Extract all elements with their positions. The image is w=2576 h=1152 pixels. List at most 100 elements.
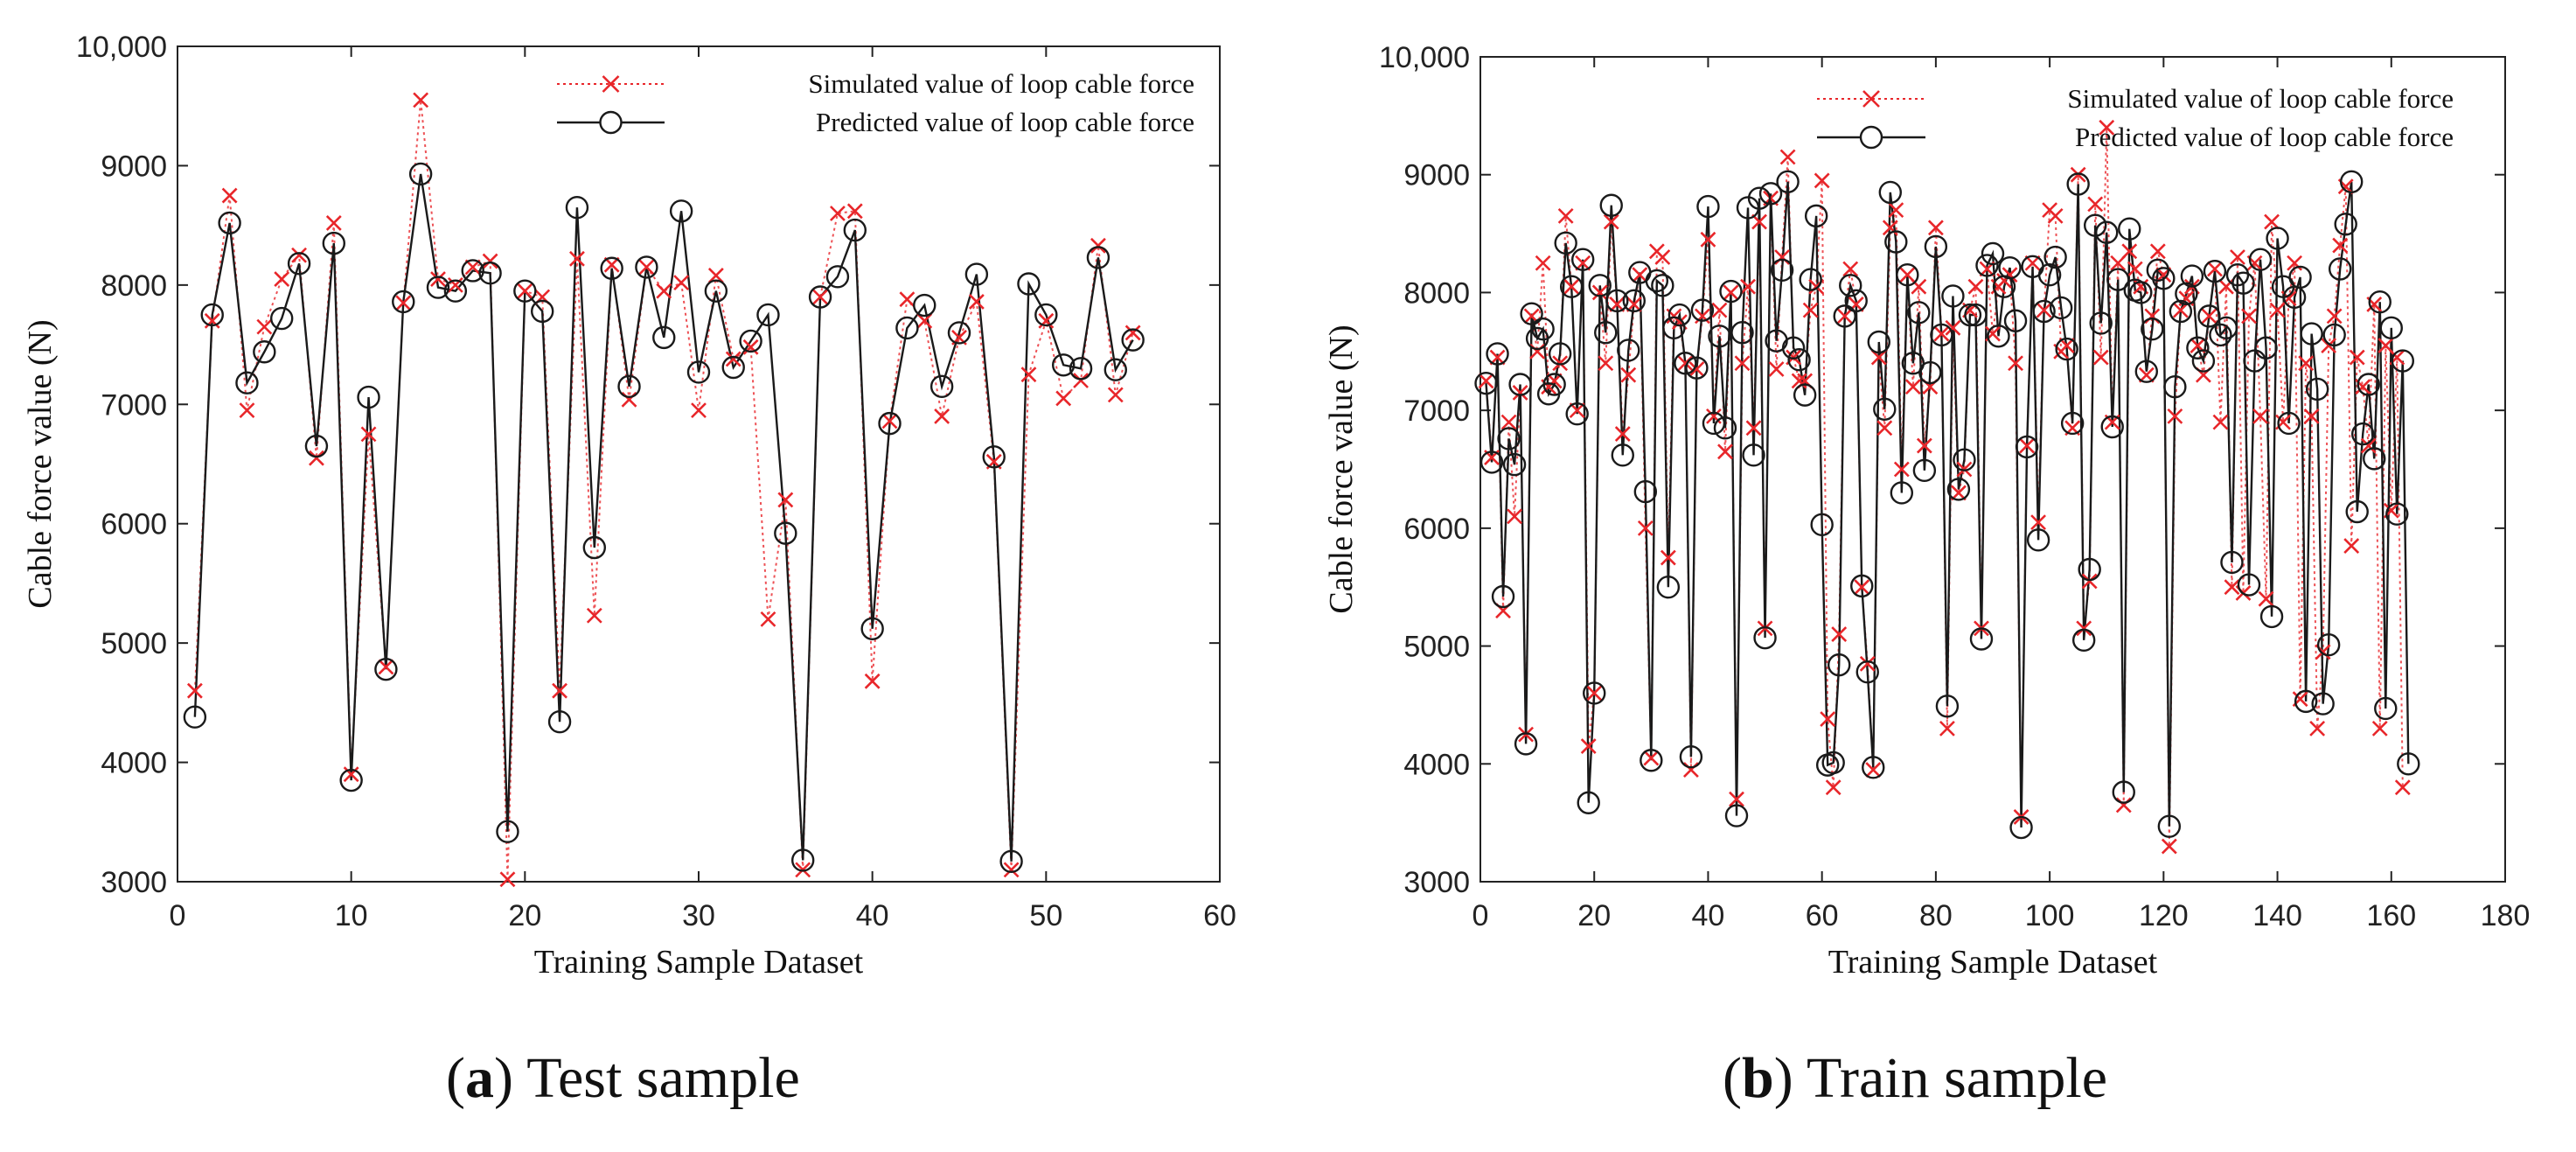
predicted-point: [443, 279, 468, 303]
predicted-point: [1855, 660, 1879, 684]
predicted-point: [669, 199, 693, 223]
x-axis-label: Training Sample Dataset: [1828, 944, 2158, 981]
predicted-point: [1656, 576, 1681, 599]
predicted-point: [1758, 182, 1783, 206]
x-tick-label: 180: [2481, 899, 2531, 932]
predicted-point: [374, 657, 398, 681]
predicted-point: [1958, 303, 1982, 327]
simulated-point: [2326, 308, 2343, 325]
caption-letter: b: [1741, 1046, 1774, 1110]
predicted-point: [1570, 248, 1595, 271]
simulated-point: [1626, 296, 1642, 312]
predicted-point: [339, 768, 363, 792]
simulated-point: [413, 92, 429, 108]
predicted-point: [1520, 302, 1543, 325]
y-tick-label: 6000: [101, 508, 167, 541]
predicted-point: [2089, 311, 2113, 335]
predicted-point: [1747, 186, 1772, 210]
predicted-point: [582, 535, 606, 560]
simulated-point: [1927, 220, 1944, 236]
simulated-point: [1831, 626, 1848, 643]
predicted-point: [2009, 815, 2033, 840]
predicted-point: [1611, 443, 1634, 467]
predicted-point: [2334, 213, 2357, 236]
predicted-point: [1969, 627, 1994, 651]
predicted-point: [2305, 377, 2329, 401]
predicted-point: [1086, 246, 1110, 269]
predicted-point: [2351, 422, 2375, 446]
simulated-point: [899, 291, 916, 308]
simulated-point: [1729, 791, 1744, 807]
predicted-point: [461, 259, 484, 283]
predicted-point: [2254, 336, 2278, 360]
predicted-point: [408, 162, 433, 186]
simulated-point: [2201, 308, 2217, 325]
simulated-point: [2030, 514, 2047, 531]
simulated-point: [1802, 302, 1819, 318]
predicted-point: [1069, 357, 1093, 381]
predicted-point: [1998, 255, 2022, 280]
simulated-point: [1740, 278, 1756, 295]
predicted-point: [2363, 447, 2386, 471]
y-tick-label: 8000: [101, 269, 167, 303]
predicted-point: [739, 329, 762, 353]
predicted-point: [1781, 336, 1806, 360]
series-predicted-line: [193, 173, 1134, 862]
predicted-point: [1776, 170, 1800, 193]
predicted-point: [2237, 573, 2261, 597]
predicted-point: [1651, 274, 1674, 297]
x-tick-label: 60: [1203, 899, 1236, 932]
simulated-point: [1073, 373, 1089, 388]
simulated-point: [1575, 255, 1591, 271]
predicted-point: [2191, 349, 2216, 373]
predicted-point: [2106, 268, 2130, 291]
simulated-point: [2349, 349, 2365, 366]
legend-predicted-marker: [599, 110, 623, 135]
simulated-point: [1688, 361, 1705, 377]
predicted-point: [1599, 193, 1623, 217]
simulated-point: [968, 294, 985, 310]
predicted-point: [2322, 323, 2346, 347]
predicted-point: [1941, 284, 1965, 308]
simulated-point: [2024, 255, 2041, 271]
simulated-point: [2332, 237, 2349, 254]
predicted-point: [2157, 814, 2182, 838]
predicted-point: [2316, 633, 2341, 657]
simulated-point: [1500, 414, 1517, 430]
predicted-point: [1987, 325, 2010, 348]
predicted-point: [2175, 282, 2198, 305]
predicted-point: [843, 218, 867, 242]
predicted-point: [2129, 281, 2153, 304]
predicted-point: [2243, 349, 2266, 373]
predicted-point: [1724, 804, 1749, 827]
simulated-point: [1489, 349, 1506, 366]
simulated-point: [1700, 231, 1716, 248]
predicted-point: [1696, 194, 1720, 219]
predicted-point: [878, 411, 902, 436]
simulated-point: [586, 607, 602, 624]
caption-text: Test sample: [526, 1046, 800, 1110]
x-tick-label: 10: [335, 899, 368, 932]
predicted-point: [1862, 756, 1885, 779]
simulated-point: [1580, 738, 1597, 754]
predicted-point: [2083, 213, 2107, 237]
caption-text: Train sample: [1807, 1046, 2108, 1110]
simulated-point: [2252, 408, 2268, 424]
simulated-point: [846, 203, 863, 220]
simulated-point: [2076, 620, 2092, 637]
predicted-point: [1804, 204, 1828, 228]
simulated-point: [2167, 408, 2183, 424]
predicted-point: [1542, 373, 1566, 396]
predicted-point: [1034, 303, 1058, 327]
simulated-point: [1842, 261, 1859, 277]
predicted-point: [913, 293, 936, 318]
simulated-point: [2081, 573, 2098, 590]
predicted-point: [2049, 296, 2073, 320]
predicted-point: [1104, 358, 1128, 381]
predicted-point: [1924, 234, 1948, 259]
predicted-point: [2134, 360, 2159, 383]
predicted-point: [1833, 304, 1856, 328]
predicted-point: [2141, 317, 2164, 341]
x-tick-label: 0: [170, 899, 186, 932]
